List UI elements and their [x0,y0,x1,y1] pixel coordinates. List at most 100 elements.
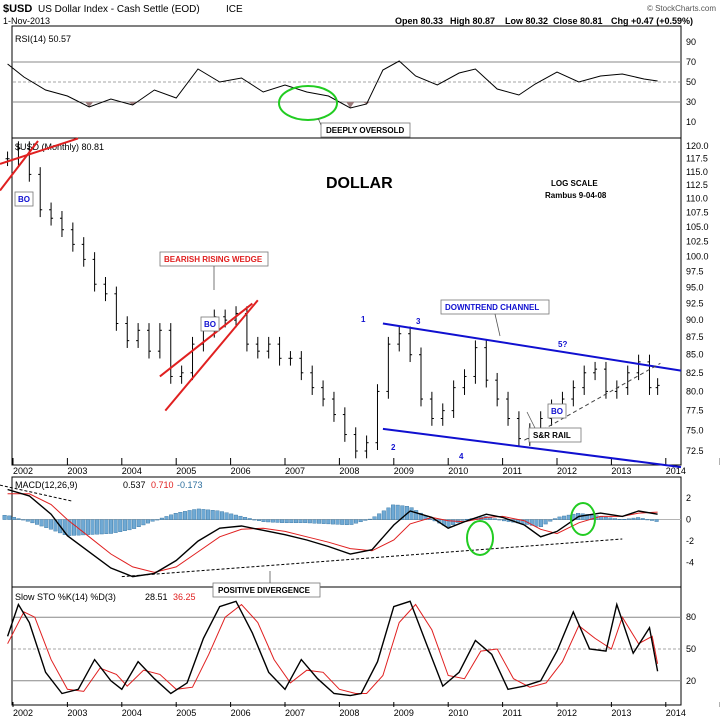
macd-histogram-bar [35,519,40,525]
oversold-label: DEEPLY OVERSOLD [326,126,404,135]
macd-histogram-bar [636,517,641,520]
rsi-tick-label: 10 [686,117,696,127]
symbol-title: $USD [3,3,32,15]
macd-histogram-bar [400,505,405,520]
price-tick-label: 87.5 [686,332,704,342]
rsi-tick-label: 30 [686,97,696,107]
rsi-tick-label: 90 [686,37,696,47]
macd-tick-label: -4 [686,558,694,568]
macd-histogram-bar [132,519,137,529]
macd-histogram-bar [252,519,257,521]
macd-histogram-bar [155,519,160,521]
macd-histogram-bar [386,507,391,520]
macd-histogram-bar [261,519,266,522]
macd-histogram-bar [488,517,493,520]
macd-cross-circle-1 [466,520,494,556]
macd-histogram-bar [289,519,294,524]
macd-histogram-bar [344,519,349,526]
price-tick-label: 77.5 [686,406,704,416]
macd-histogram-bar [409,507,414,520]
macd-histogram-bar [317,519,322,524]
price-tick-label: 120.0 [686,141,709,151]
macd-histogram-bar [640,518,645,520]
macd-histogram-bar [118,519,123,532]
macd-histogram-bar [164,516,169,520]
macd-histogram-bar [460,519,465,521]
sr-label-box [528,427,582,443]
macd-histogram-bar [90,519,95,535]
macd-histogram-bar [44,519,49,528]
channel-lower-line [382,427,682,469]
macd-histogram-bar [414,510,419,520]
sto-xtick-label: 2004 [122,708,142,718]
price-tick-label: 95.0 [686,282,704,292]
sto-k-line [6,600,659,697]
macd-histogram-bar [256,519,261,521]
sto-xtick-label: 2006 [231,708,251,718]
macd-histogram-bar [650,519,655,521]
price-layer: 120.0 117.5 115.0 112.5 110.0 107.5 105.0 102.5… [5,141,720,476]
macd-histogram-bar [557,516,562,520]
channel-label: DOWNTREND CHANNEL [445,303,539,312]
macd-histogram-bar [293,519,298,524]
macd-layer: 2 0 -2 -4 MACD(12,26,9) 0.537 0.710 -0.173 [2,480,694,578]
high-value: High 80.87 [450,16,495,26]
macd-histogram-bar [349,519,354,525]
chart-date: 1-Nov-2013 [3,16,50,26]
price-tick-label: 107.5 [686,208,709,218]
macd-histogram-bar [307,519,312,524]
annotation-layer: LOG SCALE Rambus 9-04-08 BEARISH RISING WE… [0,85,682,598]
wave-4-label: 4 [459,452,464,461]
log-scale-label: LOG SCALE [551,179,598,188]
sto-tick-label: 50 [686,644,696,654]
price-tick-label: 85.0 [686,350,704,360]
macd-histogram-bar [645,519,650,521]
rsi-line [7,60,658,109]
macd-histogram-bar [2,515,7,520]
macd-signal-value: 0.710 [151,480,174,490]
macd-histogram-bar [16,518,21,520]
price-xtick-label: 2011 [503,466,522,476]
macd-histogram-bar [497,519,502,521]
macd-top-trendline [0,484,73,502]
macd-line [7,488,658,578]
price-tick-label: 100.0 [686,251,709,261]
macd-histogram-bar [25,519,30,522]
macd-histogram-bar [354,519,359,524]
macd-histogram-bar [113,519,118,533]
sto-xtick-label: 2003 [67,708,87,718]
macd-tick-label: 0 [686,515,691,525]
macd-histogram-bar [395,504,400,520]
macd-histogram-bar [626,518,631,520]
sto-xtick-label: 2005 [176,708,196,718]
sto-title: Slow STO %K(14) %D(3) [15,592,116,602]
macd-histogram-bar [196,508,201,520]
macd-histogram-bar [215,510,220,520]
macd-histogram-bar [85,519,90,535]
sto-xtick-label: 2002 [13,708,33,718]
macd-histogram-bar [617,519,622,520]
macd-histogram-bar [335,519,340,525]
macd-histogram-bar [108,519,113,534]
change-value: Chg +0.47 (+0.59%) [611,16,693,26]
red-trendline [0,137,79,165]
price-tick-label: 80.0 [686,386,704,396]
channel-upper-line [382,322,682,372]
sto-xtick-label: 2008 [339,708,359,718]
macd-histogram-bar [363,519,368,521]
wedge-label: BEARISH RISING WEDGE [164,255,263,264]
sto-xtick-label: 2011 [503,708,522,718]
price-xtick-label: 2003 [67,466,87,476]
macd-histogram-bar [150,519,155,522]
macd-histogram-bar [451,519,456,525]
sto-xtick-label: 2007 [285,708,305,718]
price-tick-label: 117.5 [686,154,708,164]
price-xtick-label: 2006 [231,466,251,476]
macd-histogram-bar [39,519,44,527]
oversold-circle [278,85,338,121]
divergence-label: POSITIVE DIVERGENCE [218,586,311,595]
rsi-tick-label: 50 [686,77,696,87]
macd-tick-label: -2 [686,536,694,546]
macd-histogram-bar [446,519,451,528]
